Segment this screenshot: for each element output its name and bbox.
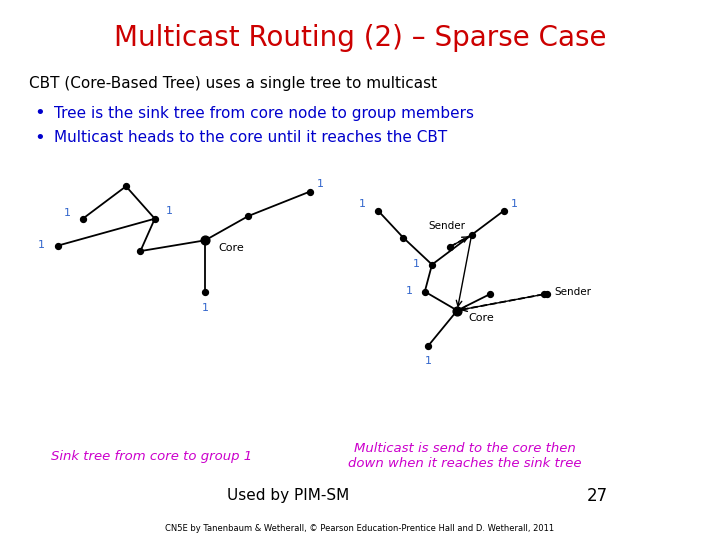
Point [77, 214, 89, 223]
Text: •: • [35, 104, 45, 123]
Text: 1: 1 [166, 206, 173, 215]
Point [426, 260, 438, 269]
Point [372, 206, 384, 215]
Point [484, 290, 495, 299]
Point [243, 212, 254, 220]
Text: 27: 27 [587, 487, 608, 505]
Point [498, 206, 510, 215]
Text: 1: 1 [202, 303, 209, 313]
Text: Core: Core [218, 243, 244, 253]
Text: Used by PIM-SM: Used by PIM-SM [227, 488, 349, 503]
Point [397, 233, 409, 242]
Text: Multicast Routing (2) – Sparse Case: Multicast Routing (2) – Sparse Case [114, 24, 606, 52]
Point [419, 287, 431, 296]
Point [304, 187, 315, 196]
Text: Sender: Sender [428, 220, 465, 231]
Text: 1: 1 [425, 356, 432, 366]
Point [466, 231, 477, 239]
Text: 1: 1 [405, 286, 413, 295]
Text: CBT (Core-Based Tree) uses a single tree to multicast: CBT (Core-Based Tree) uses a single tree… [29, 76, 437, 91]
Point [451, 306, 463, 315]
Text: Sender: Sender [554, 287, 591, 296]
Point [538, 290, 549, 299]
Point [120, 182, 132, 191]
Text: 1: 1 [63, 208, 71, 218]
Text: 1: 1 [38, 240, 45, 249]
Text: •: • [35, 129, 45, 147]
Text: CN5E by Tanenbaum & Wetherall, © Pearson Education-Prentice Hall and D. Wetheral: CN5E by Tanenbaum & Wetherall, © Pearson… [166, 524, 554, 532]
Point [135, 247, 146, 255]
Point [52, 241, 63, 250]
Text: Core: Core [468, 313, 494, 323]
Text: 1: 1 [359, 199, 366, 209]
Text: 1: 1 [413, 259, 420, 268]
Point [199, 236, 211, 245]
Point [149, 214, 161, 223]
Text: Multicast is send to the core then
down when it reaches the sink tree: Multicast is send to the core then down … [348, 442, 581, 470]
Point [444, 242, 456, 251]
Text: 1: 1 [317, 179, 324, 188]
Point [423, 341, 434, 350]
Text: Tree is the sink tree from core node to group members: Tree is the sink tree from core node to … [54, 106, 474, 121]
Text: Sink tree from core to group 1: Sink tree from core to group 1 [50, 450, 252, 463]
Text: 1: 1 [511, 199, 518, 209]
Point [199, 287, 211, 296]
Text: Multicast heads to the core until it reaches the CBT: Multicast heads to the core until it rea… [54, 130, 447, 145]
Point [541, 290, 553, 299]
